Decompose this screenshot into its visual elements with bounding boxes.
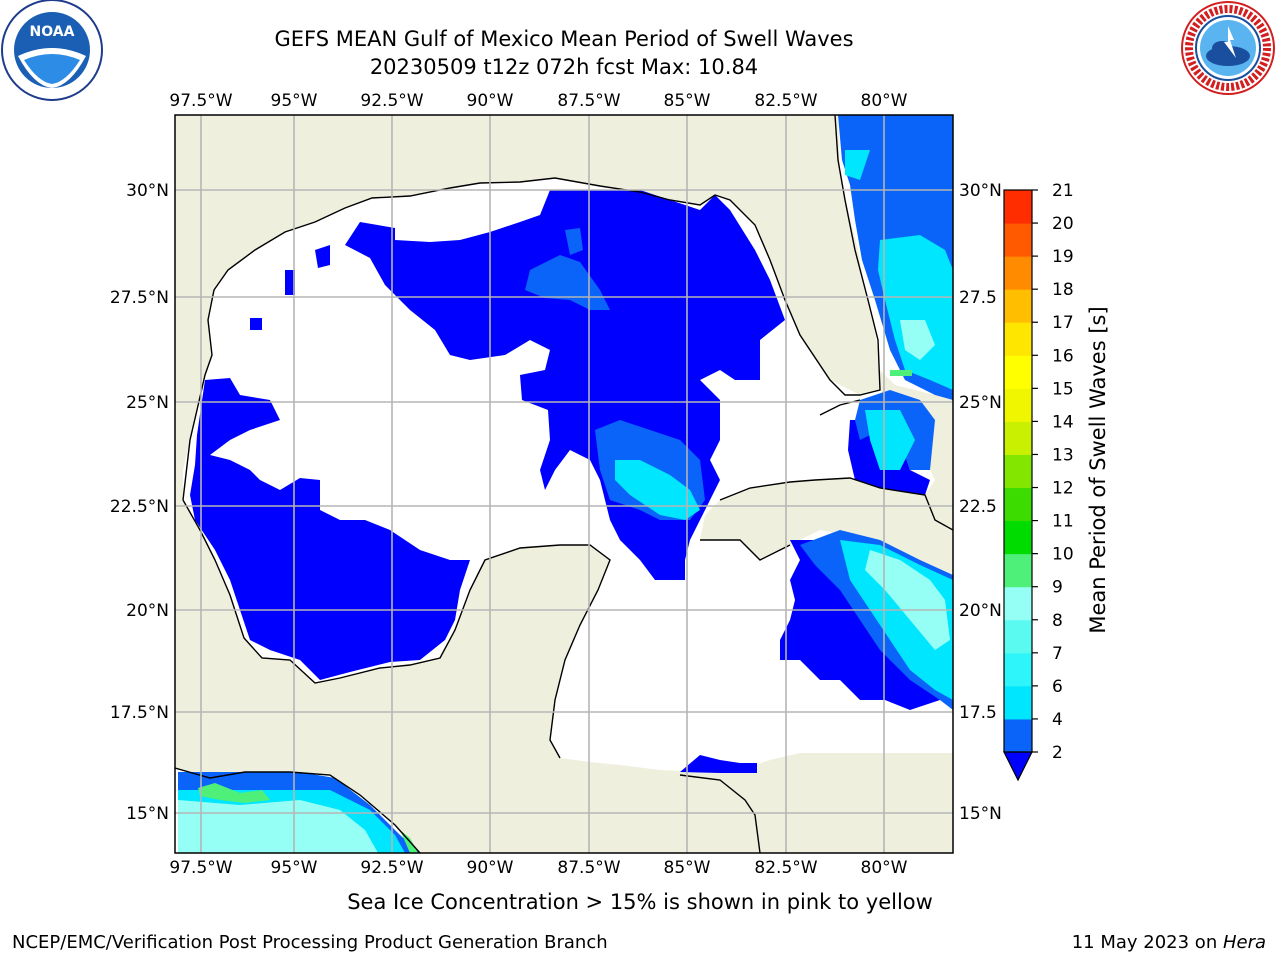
colorbar-segment (1004, 652, 1032, 687)
colorbar-segment (1004, 355, 1032, 389)
colorbar-tick-label: 10 (1052, 545, 1074, 565)
lat-label-right: 25°N (959, 393, 1002, 413)
colorbar: 2 4 6 7 8 9 10 11 12 13 14 15 16 17 18 19 20 21 (1003, 181, 1074, 782)
colorbar-segment (1004, 718, 1032, 753)
colorbar-segment (1004, 256, 1032, 290)
colorbar-segment (1004, 190, 1032, 224)
colorbar-segment (1004, 289, 1032, 323)
colorbar-tick-label: 9 (1052, 578, 1063, 598)
colorbar-tick-label: 11 (1052, 512, 1074, 532)
lat-label-right: 15°N (959, 804, 1002, 824)
colorbar-segment (1004, 421, 1032, 455)
lon-label-top: 95°W (271, 91, 318, 111)
lat-label-right: 27.5 (959, 288, 997, 308)
lon-label-top: 82.5°W (754, 91, 817, 111)
colorbar-tick-label: 20 (1052, 214, 1074, 234)
colorbar-segment (1004, 223, 1032, 257)
colorbar-tick-label: 15 (1052, 379, 1074, 399)
svg-text:NOAA: NOAA (30, 24, 75, 40)
footer-machine: Hera (1222, 932, 1266, 953)
colorbar-segment (1004, 388, 1032, 422)
lon-label-top: 85°W (664, 91, 711, 111)
lat-label-left: 30°N (126, 181, 169, 201)
colorbar-label: Mean Period of Swell Waves [s] (1086, 306, 1110, 633)
lat-label-left: 17.5°N (110, 703, 169, 723)
lon-label-top: 90°W (467, 91, 514, 111)
colorbar-tick-label: 13 (1052, 445, 1074, 465)
colorbar-tick-label: 8 (1052, 611, 1063, 631)
colorbar-segment (1004, 520, 1032, 555)
colorbar-tick-label: 21 (1052, 181, 1074, 201)
colorbar-tick-label: 14 (1052, 412, 1074, 432)
footer-date: 11 May 2023 on Hera (1072, 932, 1266, 953)
longitude-labels-bottom: 97.5°W 95°W 92.5°W 90°W 87.5°W 85°W 82.5°W 80°W (169, 858, 907, 878)
colorbar-tick-label: 16 (1052, 346, 1074, 366)
lon-label-bottom: 95°W (271, 858, 318, 878)
lon-label-bottom: 82.5°W (754, 858, 817, 878)
lon-label-bottom: 90°W (467, 858, 514, 878)
lon-label-top: 87.5°W (557, 91, 620, 111)
map-title: GEFS MEAN Gulf of Mexico Mean Period of … (274, 27, 854, 51)
colorbar-tick-label: 7 (1052, 644, 1063, 664)
lon-label-top: 97.5°W (169, 91, 232, 111)
lat-label-left: 15°N (126, 804, 169, 824)
colorbar-segment (1004, 586, 1032, 621)
map-frame (174, 114, 954, 854)
graticule (175, 115, 953, 853)
lat-label-right: 30°N (959, 181, 1002, 201)
colorbar-tick-label: 12 (1052, 479, 1074, 499)
lat-label-right: 20°N (959, 601, 1002, 621)
lat-label-left: 27.5°N (110, 288, 169, 308)
lon-label-bottom: 92.5°W (360, 858, 423, 878)
colorbar-tick-label: 18 (1052, 280, 1074, 300)
noaa-logo: NOAA (1, 0, 103, 101)
lat-label-left: 20°N (126, 601, 169, 621)
latitude-labels-right: 30°N 27.5 25°N 22.5 20°N 17.5 15°N (959, 181, 1002, 824)
lon-label-bottom: 87.5°W (557, 858, 620, 878)
colorbar-segment (1004, 685, 1032, 720)
map-area (175, 115, 953, 853)
colorbar-segment (1004, 619, 1032, 654)
footer-date-text: 11 May 2023 on (1071, 932, 1223, 953)
lon-label-bottom: 80°W (861, 858, 908, 878)
lon-label-top: 80°W (861, 91, 908, 111)
colorbar-segment (1004, 553, 1032, 588)
lon-label-bottom: 85°W (664, 858, 711, 878)
longitude-labels-top: 97.5°W 95°W 92.5°W 90°W 87.5°W 85°W 82.5°W 80°W (169, 91, 907, 111)
colorbar-tick-label: 4 (1052, 710, 1063, 730)
colorbar-segment (1004, 487, 1032, 522)
colorbar-tick-label: 19 (1052, 247, 1074, 267)
coastlines (175, 115, 953, 853)
latitude-labels-left: 30°N 27.5°N 25°N 22.5°N 20°N 17.5°N 15°N (110, 181, 169, 824)
map-subtitle: 20230509 t12z 072h fcst Max: 10.84 (369, 55, 759, 79)
lat-label-right: 22.5 (959, 497, 997, 517)
footer-branch: NCEP/EMC/Verification Post Processing Pr… (12, 932, 608, 953)
colorbar-tick-label: 6 (1052, 677, 1063, 697)
sea-ice-caption: Sea Ice Concentration > 15% is shown in … (347, 890, 933, 914)
colorbar-tick-label: 17 (1052, 313, 1074, 333)
lon-label-top: 92.5°W (360, 91, 423, 111)
lon-label-bottom: 97.5°W (169, 858, 232, 878)
colorbar-tick-label: 2 (1052, 743, 1063, 763)
lat-label-right: 17.5 (959, 703, 997, 723)
colorbar-segment (1004, 454, 1032, 489)
colorbar-frame (1003, 189, 1033, 753)
national-weather-service-logo (1181, 1, 1275, 95)
colorbar-extend-arrow (1003, 751, 1033, 782)
lat-label-left: 25°N (126, 393, 169, 413)
colorbar-segment (1004, 322, 1032, 356)
lat-label-left: 22.5°N (110, 497, 169, 517)
